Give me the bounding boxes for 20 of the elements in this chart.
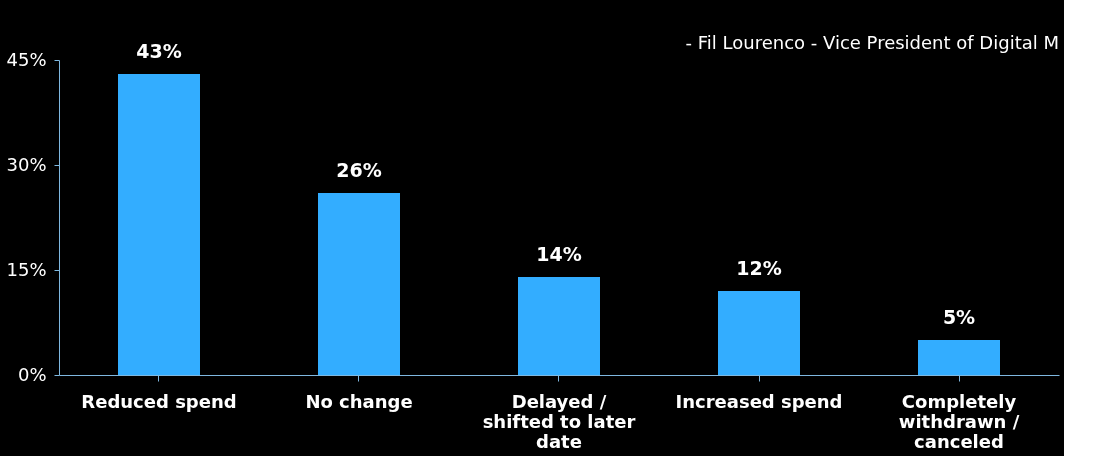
data-label: 5% <box>942 306 976 328</box>
x-tick-label: No change <box>305 390 413 412</box>
y-tick-label: 15% <box>6 258 47 280</box>
x-tick-label: Reduced spend <box>81 390 237 412</box>
x-tick-label: Delayed / shifted to later date <box>482 390 636 452</box>
bar <box>718 291 800 375</box>
bar <box>118 74 200 375</box>
data-label: 43% <box>136 40 182 62</box>
data-label: 14% <box>536 243 582 265</box>
bar <box>918 340 1000 375</box>
y-tick-label: 30% <box>6 153 47 175</box>
bar <box>318 193 400 375</box>
bar <box>518 277 600 375</box>
x-tick-label: Increased spend <box>675 390 843 412</box>
data-label: 12% <box>736 257 782 279</box>
y-tick-label: 45% <box>6 48 47 70</box>
text: - Fil Lourenco - Vice President of Digital M <box>685 32 1059 53</box>
y-tick-label: 0% <box>17 363 47 385</box>
data-label: 26% <box>336 159 382 181</box>
x-tick-label: Completely withdrawn / canceled <box>898 390 1020 452</box>
